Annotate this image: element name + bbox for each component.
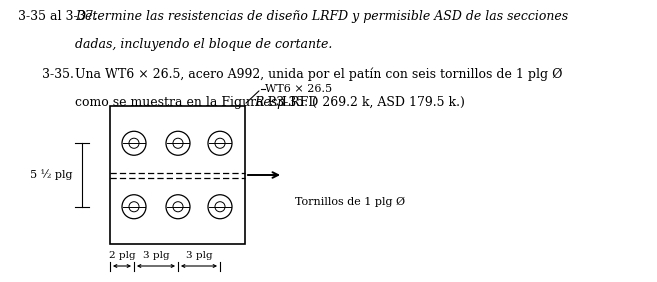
Text: dadas, incluyendo el bloque de cortante.: dadas, incluyendo el bloque de cortante. (75, 38, 332, 51)
Text: 3-35 al 3-37.: 3-35 al 3-37. (18, 10, 97, 23)
Text: 2 plg: 2 plg (108, 250, 135, 259)
Text: Una WT6 × 26.5, acero A992, unida por el patín con seis tornillos de 1 plg Ø: Una WT6 × 26.5, acero A992, unida por el… (75, 68, 562, 81)
Text: 5 ½ plg: 5 ½ plg (30, 169, 72, 180)
Text: 3-35.: 3-35. (42, 68, 74, 81)
Text: WT6 × 26.5: WT6 × 26.5 (265, 84, 332, 94)
Text: Tornillos de 1 plg Ø: Tornillos de 1 plg Ø (295, 197, 405, 207)
Text: 3 plg: 3 plg (143, 250, 170, 259)
Text: . LRFD 269.2 k, ASD 179.5 k.): . LRFD 269.2 k, ASD 179.5 k.) (274, 96, 464, 109)
Text: Determine las resistencias de diseño LRFD y permisible ASD de las secciones: Determine las resistencias de diseño LRF… (75, 10, 568, 23)
Text: Resp: Resp (254, 96, 286, 109)
Text: como se muestra en la Figura P3-35. (: como se muestra en la Figura P3-35. ( (75, 96, 317, 109)
Text: 3 plg: 3 plg (186, 250, 212, 259)
Bar (110, 106, 245, 244)
